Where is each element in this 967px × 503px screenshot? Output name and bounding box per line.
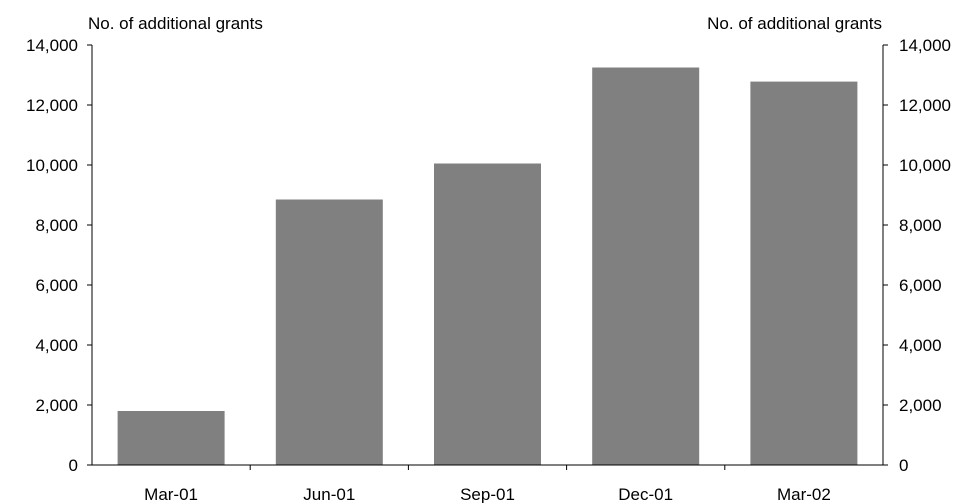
x-ticks-group: Mar-01 Jun-01 Sep-01 Dec-01 Mar-02 [144,465,831,503]
y-tick-label-left: 4,000 [35,336,78,355]
y-tick-label-left: 6,000 [35,276,78,295]
y-tick-label-left: 0 [69,456,78,475]
x-tick-label: Sep-01 [460,485,515,503]
x-tick-label: Dec-01 [618,485,673,503]
y-tick-label-right: 12,000 [899,96,951,115]
y-tick-label-right: 0 [899,456,908,475]
y-tick-label-left: 14,000 [26,36,78,55]
x-tick-label: Mar-01 [144,485,198,503]
bar-sep-01 [434,163,541,465]
y-tick-label-right: 14,000 [899,36,951,55]
y-ticks-group: 0 0 2,000 2,000 4,000 4,000 6,000 6,000 8,000 8,0… [26,36,951,475]
y-tick-label-left: 2,000 [35,396,78,415]
x-tick-label: Mar-02 [777,485,831,503]
y-tick-label-right: 10,000 [899,156,951,175]
y-tick-label-left: 8,000 [35,216,78,235]
y-tick-label-right: 2,000 [899,396,942,415]
y-tick-label-right: 6,000 [899,276,942,295]
bar-jun-01 [275,199,383,465]
y-tick-label-left: 12,000 [26,96,78,115]
y-axis-label-right: No. of additional grants [707,14,882,33]
bar-dec-01 [592,67,700,465]
bars-group [117,67,858,465]
y-axis-label-left: No. of additional grants [88,14,263,33]
x-tick-label: Jun-01 [303,485,355,503]
y-tick-label-right: 8,000 [899,216,942,235]
y-tick-label-left: 10,000 [26,156,78,175]
bar-mar-02 [750,81,858,465]
y-tick-label-right: 4,000 [899,336,942,355]
bar-mar-01 [117,411,225,465]
